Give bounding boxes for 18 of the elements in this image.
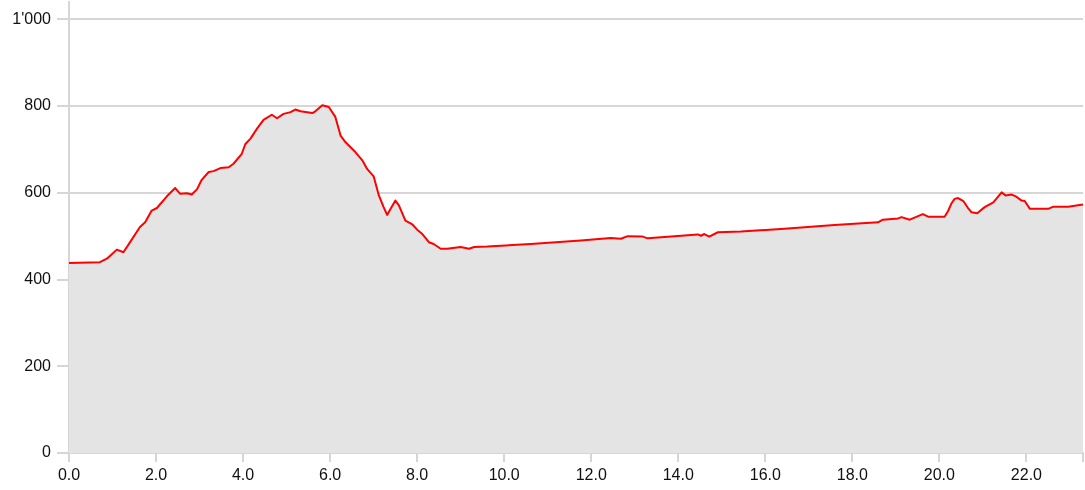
x-tick-label: 4.0 bbox=[231, 466, 255, 484]
x-tick-label: 18.0 bbox=[836, 466, 869, 484]
y-tick-label: 600 bbox=[24, 183, 52, 201]
y-tick-label: 800 bbox=[24, 96, 52, 114]
x-tick-label: 8.0 bbox=[406, 466, 429, 484]
x-tick-label: 2.0 bbox=[144, 466, 168, 484]
x-tick-label: 16.0 bbox=[749, 466, 781, 484]
y-tick-label: 400 bbox=[24, 269, 52, 287]
y-tick-label: 200 bbox=[24, 356, 52, 374]
x-tick-label: 22.0 bbox=[1010, 466, 1043, 484]
x-tick-label: 10.0 bbox=[488, 466, 520, 484]
x-tick-label: 6.0 bbox=[318, 466, 342, 484]
x-tick-label: 0.0 bbox=[57, 466, 81, 484]
y-tick-label: 1'000 bbox=[12, 9, 52, 27]
x-tick-label: 14.0 bbox=[662, 466, 694, 484]
x-tick-label: 20.0 bbox=[923, 466, 956, 484]
x-tick-label: 12.0 bbox=[575, 466, 607, 484]
y-tick-label: 0 bbox=[42, 443, 52, 461]
